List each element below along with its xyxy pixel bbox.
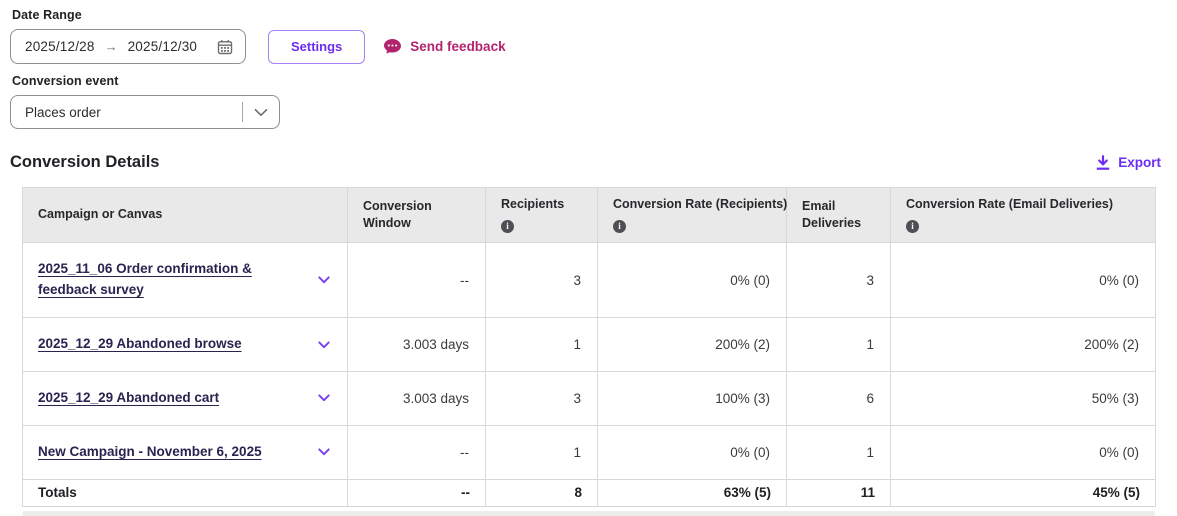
info-icon[interactable]: i: [613, 219, 626, 233]
recipients-cell: 3: [485, 370, 598, 426]
campaign-cell: 2025_12_29 Abandoned cart: [22, 370, 348, 426]
date-end-value[interactable]: 2025/12/30: [127, 39, 198, 54]
export-link[interactable]: Export: [1095, 154, 1161, 171]
info-icon[interactable]: i: [501, 219, 514, 233]
chevron-down-icon[interactable]: [318, 394, 332, 402]
conversion-event-select[interactable]: Places order: [10, 95, 280, 129]
recipients-cell: 1: [485, 424, 598, 480]
conversion-window-cell: --: [347, 242, 486, 319]
conversion-rate-email-deliveries-cell: 50% (3): [890, 370, 1156, 426]
totals-conversion-rate-email-deliveries: 45% (5): [890, 478, 1156, 507]
campaign-cell: 2025_11_06 Order confirmation & feedback…: [22, 242, 348, 319]
info-icon[interactable]: i: [906, 219, 919, 233]
email-deliveries-cell: 3: [786, 242, 891, 319]
controls-row: 2025/12/28 → 2025/12/30: [10, 29, 1161, 64]
chevron-down-icon[interactable]: [318, 276, 332, 284]
totals-recipients: 8: [485, 478, 598, 507]
campaign-link[interactable]: 2025_12_29 Abandoned browse: [38, 336, 242, 352]
totals-conversion-window: --: [347, 478, 486, 507]
col-conversion-rate-recipients: Conversion Rate (Recipients) i: [597, 186, 787, 244]
conversion-rate-recipients-cell: 0% (0): [597, 424, 787, 480]
email-deliveries-cell: 1: [786, 424, 891, 480]
totals-conversion-rate-recipients: 63% (5): [597, 478, 787, 507]
conversion-rate-recipients-cell: 200% (2): [597, 317, 787, 372]
totals-email-deliveries: 11: [786, 478, 891, 507]
email-deliveries-cell: 1: [786, 317, 891, 372]
campaign-cell: New Campaign - November 6, 2025: [22, 424, 348, 480]
col-campaign-or-canvas: Campaign or Canvas: [22, 186, 348, 244]
conversion-event-label: Conversion event: [12, 74, 119, 88]
chevron-down-icon[interactable]: [243, 108, 279, 117]
table-row: 2025_11_06 Order confirmation & feedback…: [22, 242, 1156, 319]
page-title: Conversion Details: [10, 153, 160, 171]
recipients-cell: 1: [485, 317, 598, 372]
conversion-details-table: Campaign or Canvas Conversion Window Rec…: [22, 186, 1156, 507]
dropdown-divider: [242, 102, 243, 122]
calendar-icon[interactable]: [217, 39, 233, 55]
horizontal-scrollbar[interactable]: [22, 510, 1155, 516]
settings-button[interactable]: Settings: [268, 29, 366, 64]
send-feedback-link[interactable]: Send feedback: [383, 38, 506, 55]
col-email-deliveries: Email Deliveries: [786, 186, 891, 244]
campaign-link[interactable]: 2025_12_29 Abandoned cart: [38, 389, 220, 405]
conversion-details-table-wrap: Campaign or Canvas Conversion Window Rec…: [22, 186, 1156, 516]
conversion-rate-email-deliveries-cell: 200% (2): [890, 317, 1156, 372]
conversion-rate-email-deliveries-cell: 0% (0): [890, 242, 1156, 319]
conversion-event-value: Places order: [25, 104, 101, 120]
conversion-window-cell: --: [347, 424, 486, 480]
email-deliveries-cell: 6: [786, 370, 891, 426]
chat-bubble-icon: [383, 38, 402, 55]
date-range-label: Date Range: [12, 8, 82, 22]
export-label: Export: [1118, 155, 1161, 170]
col-recipients: Recipients i: [485, 186, 598, 244]
campaign-link[interactable]: 2025_11_06 Order confirmation & feedback…: [38, 261, 252, 298]
col-conversion-rate-email-deliveries: Conversion Rate (Email Deliveries) i: [890, 186, 1156, 244]
section-header: Conversion Details Export: [0, 133, 1177, 187]
chevron-down-icon[interactable]: [318, 340, 332, 349]
conversion-window-cell: 3.003 days: [347, 317, 486, 372]
table-row: 2025_12_29 Abandoned cart 3.003 days 3 100%…: [22, 370, 1156, 426]
send-feedback-label: Send feedback: [410, 39, 506, 54]
col-conversion-window: Conversion Window: [347, 186, 486, 244]
recipients-cell: 3: [485, 242, 598, 319]
table-header-row: Campaign or Canvas Conversion Window Rec…: [22, 186, 1156, 244]
conversion-window-cell: 3.003 days: [347, 370, 486, 426]
download-icon: [1095, 154, 1111, 171]
table-body: 2025_11_06 Order confirmation & feedback…: [22, 242, 1156, 507]
table-row: New Campaign - November 6, 2025 -- 1 0% (0)…: [22, 424, 1156, 480]
table-row: 2025_12_29 Abandoned browse 3.003 days 1 20…: [22, 317, 1156, 372]
conversion-rate-recipients-cell: 0% (0): [597, 242, 787, 319]
conversion-rate-email-deliveries-cell: 0% (0): [890, 424, 1156, 480]
arrow-right-icon: →: [104, 39, 118, 54]
conversion-rate-recipients-cell: 100% (3): [597, 370, 787, 426]
filters-area: Date Range 2025/12/28 → 2025/12/30: [0, 0, 1177, 129]
totals-label: Totals: [22, 478, 348, 507]
campaign-cell: 2025_12_29 Abandoned browse: [22, 317, 348, 372]
totals-row: Totals -- 8 63% (5) 11 45% (5): [22, 478, 1156, 507]
campaign-link[interactable]: New Campaign - November 6, 2025: [38, 443, 262, 459]
chevron-down-icon[interactable]: [318, 448, 332, 456]
date-start-value[interactable]: 2025/12/28: [25, 39, 95, 54]
date-range-input[interactable]: 2025/12/28 → 2025/12/30: [10, 29, 246, 64]
